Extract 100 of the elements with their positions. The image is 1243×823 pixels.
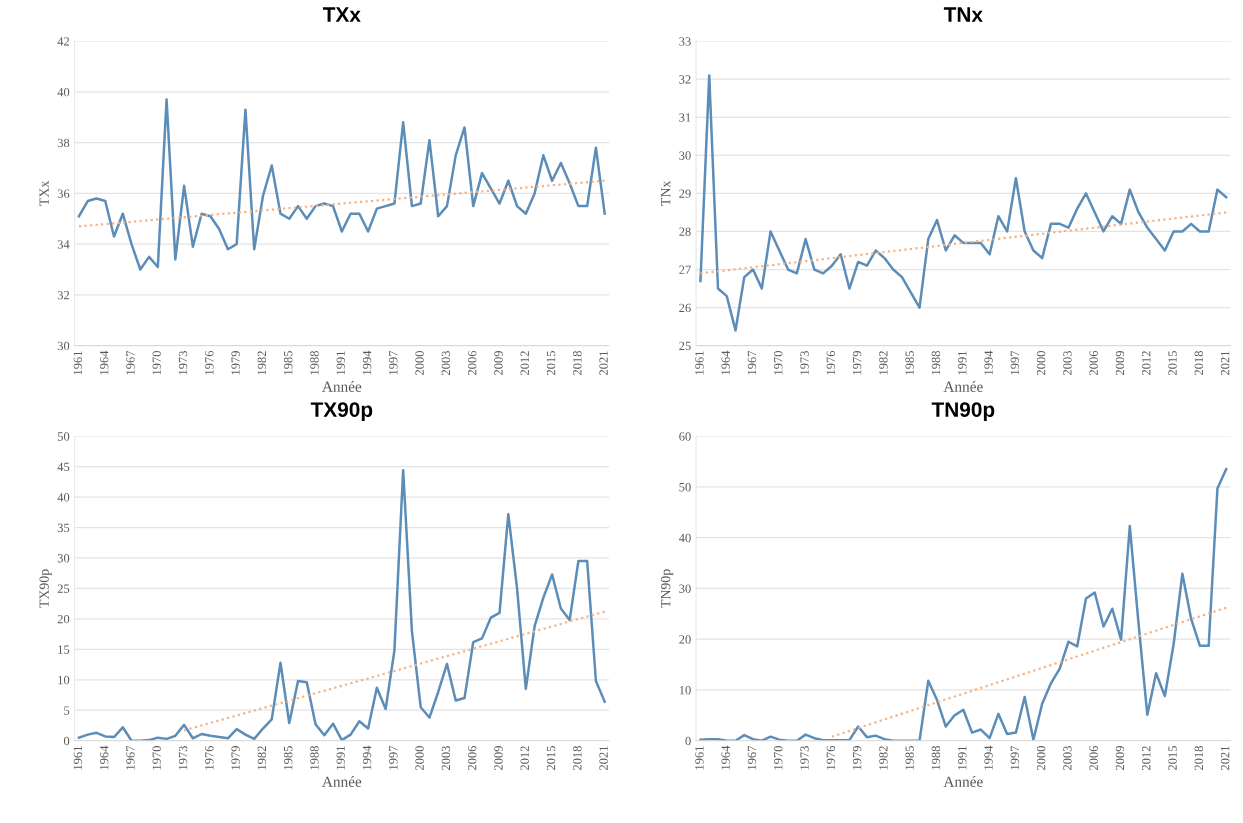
x-tick-label: 1982 (879, 746, 888, 770)
x-tick-label: 2006 (467, 350, 477, 375)
x-tick-label: 1997 (389, 350, 398, 375)
x-tick-label: 2003 (441, 746, 451, 771)
x-tick-label: 2000 (1036, 746, 1046, 771)
y-tick-label: 40 (57, 493, 70, 502)
line-series (77, 469, 606, 741)
x-tick-label: 2009 (1115, 351, 1125, 375)
y-tick-label: 10 (679, 685, 691, 695)
x-tick-label: 1964 (99, 745, 109, 770)
y-tick-label: 40 (57, 87, 70, 97)
x-tick-label: 1994 (984, 350, 993, 375)
x-tick-label: 1988 (931, 746, 941, 770)
y-tick-label: 40 (678, 533, 691, 543)
x-tick-label: 1970 (774, 351, 783, 375)
x-tick-label: 2000 (415, 746, 424, 771)
y-tick-label: 38 (57, 138, 70, 148)
x-tick-label: 1991 (958, 351, 967, 375)
y-tick-label: 32 (679, 75, 691, 84)
y-tick-label: 20 (679, 635, 691, 644)
x-tick-label: 1997 (1010, 350, 1020, 375)
x-tick-label: 1970 (152, 351, 161, 375)
x-tick-label: 2012 (1142, 351, 1151, 375)
y-tick-label: 25 (679, 341, 691, 351)
y-tick-label: 10 (58, 675, 70, 685)
y-tick-label: 27 (679, 265, 691, 274)
x-tick-label: 2018 (1194, 351, 1204, 375)
x-tick-label: 1988 (310, 746, 319, 770)
y-tick-label: 25 (57, 584, 70, 593)
x-tick-label: 1973 (178, 351, 188, 375)
x-tick-label: 1979 (231, 746, 240, 770)
y-tick-label: 28 (679, 227, 691, 236)
x-tick-label: 2009 (494, 746, 503, 771)
y-axis-title: TNx (661, 180, 671, 206)
y-tick-label: 33 (679, 37, 691, 46)
chart-title: TX90p (310, 402, 373, 422)
y-tick-label: 60 (679, 432, 691, 441)
x-tick-label: 1982 (257, 351, 267, 375)
x-tick-label: 1970 (774, 746, 783, 770)
x-tick-label: 1985 (905, 351, 914, 375)
y-tick-label: 34 (57, 240, 70, 249)
x-tick-label: 2015 (1168, 351, 1177, 375)
x-axis-title: Année (322, 776, 362, 787)
x-tick-label: 2018 (1194, 746, 1204, 771)
line-series (699, 74, 1228, 332)
x-tick-label: 1976 (826, 745, 836, 770)
x-tick-label: 2018 (573, 746, 582, 771)
x-tick-label: 2003 (1063, 746, 1072, 771)
x-tick-label: 1964 (99, 350, 109, 375)
line-series (77, 98, 606, 271)
x-tick-label: 2015 (1168, 746, 1177, 771)
x-axis-title: Année (322, 381, 362, 392)
y-tick-label: 50 (679, 482, 691, 492)
x-tick-label: 1961 (695, 746, 704, 770)
x-axis-title: Année (943, 776, 983, 787)
x-tick-label: 1976 (205, 745, 214, 770)
line-series (699, 467, 1228, 741)
y-tick-label: 0 (63, 736, 70, 746)
x-tick-label: 2021 (1220, 351, 1230, 375)
x-tick-label: 1994 (362, 745, 372, 770)
x-tick-label: 1964 (721, 745, 730, 770)
x-tick-label: 1979 (852, 746, 862, 770)
y-tick-label: 26 (679, 303, 691, 313)
y-axis-title: TN90p (660, 569, 674, 608)
x-tick-label: 1967 (747, 350, 757, 375)
x-tick-label: 1964 (721, 350, 730, 375)
x-tick-label: 1967 (126, 350, 135, 375)
x-tick-label: 1988 (931, 351, 941, 375)
x-tick-label: 1979 (852, 351, 862, 375)
x-tick-label: 1976 (205, 350, 214, 375)
x-tick-label: 2012 (520, 351, 529, 375)
y-axis-title: TXx (39, 180, 49, 206)
y-tick-label: 42 (57, 37, 70, 46)
x-axis-title: Année (943, 381, 983, 392)
x-tick-label: 2000 (415, 351, 424, 375)
x-tick-label: 1997 (1010, 745, 1020, 770)
x-tick-label: 1985 (283, 746, 293, 770)
x-tick-label: 1982 (879, 351, 888, 375)
y-axis-title: TX90p (39, 569, 52, 608)
x-tick-label: 2003 (441, 351, 451, 375)
x-tick-label: 2006 (1089, 350, 1098, 375)
y-tick-label: 29 (679, 189, 691, 198)
x-tick-label: 1994 (984, 745, 993, 770)
x-tick-label: 1967 (126, 745, 135, 770)
x-tick-label: 2003 (1063, 351, 1072, 375)
x-tick-label: 1991 (958, 746, 967, 770)
x-tick-label: 2000 (1036, 351, 1046, 375)
y-tick-label: 45 (57, 462, 70, 472)
x-tick-label: 1973 (800, 746, 809, 770)
chart-title: TNx (943, 7, 983, 22)
y-tick-label: 36 (57, 189, 70, 198)
x-tick-label: 2015 (546, 351, 556, 375)
x-tick-label: 2021 (599, 746, 608, 771)
x-tick-label: 1982 (257, 746, 267, 770)
x-tick-label: 1985 (905, 746, 914, 770)
chart-title: TXx (322, 7, 361, 22)
x-tick-label: 1973 (178, 746, 188, 770)
x-tick-label: 2009 (494, 351, 503, 375)
chart-title: TN90p (931, 402, 995, 422)
y-tick-label: 30 (679, 151, 691, 160)
